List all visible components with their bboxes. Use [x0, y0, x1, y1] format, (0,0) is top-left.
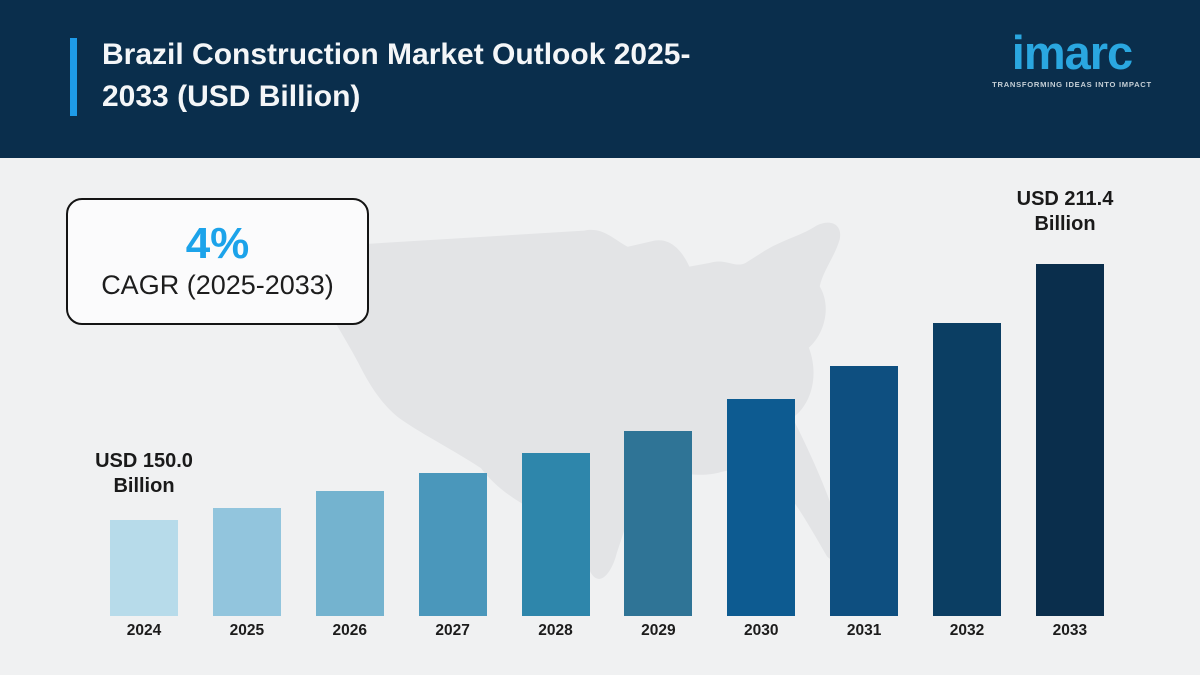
x-axis-label-2030: 2030 [744, 622, 779, 639]
x-axis-label-2033: 2033 [1052, 622, 1088, 639]
usa-map-watermark-icon [314, 222, 842, 579]
chart-column-2026: 2026 [315, 491, 384, 639]
last-bar-value-line1: USD 211.4 [1016, 188, 1114, 210]
last-bar-value-label: USD 211.4 Billion [985, 187, 1145, 237]
chart-column-2033: 2033 [1035, 264, 1104, 639]
x-axis-label-2031: 2031 [846, 622, 882, 639]
chart-column-2027: 2027 [418, 473, 487, 639]
cagr-label: CAGR (2025-2033) [101, 270, 334, 301]
chart-column-2024: 2024 [110, 520, 178, 639]
x-axis-label-2029: 2029 [641, 622, 676, 639]
bar-2028 [521, 453, 590, 616]
cagr-badge: 4% CAGR (2025-2033) [66, 198, 369, 325]
first-bar-value-line1: USD 150.0 [95, 450, 193, 472]
x-axis-label-2028: 2028 [538, 622, 573, 639]
cagr-value: 4% [185, 219, 250, 269]
bar-2033 [1035, 264, 1104, 616]
bar-2032 [933, 323, 1001, 616]
bar-2029 [624, 431, 693, 616]
first-bar-value-line2: Billion [113, 475, 175, 497]
imarc-logo-tagline: TRANSFORMING IDEAS INTO IMPACT [992, 80, 1152, 90]
title-accent-bar [70, 38, 77, 116]
bar-2025 [212, 508, 281, 616]
bar-chart: 2024 2025 2026 2027 2028 2029 2030 2031 2032 2033 [110, 264, 1104, 639]
imarc-logo: imarc TRANSFORMING IDEAS INTO IMPACT [982, 26, 1162, 90]
chart-column-2025: 2025 [212, 508, 281, 639]
page-title-line2: 2033 (USD Billion) [102, 80, 361, 113]
chart-column-2030: 2030 [727, 399, 796, 639]
last-bar-value-line2: Billion [1034, 213, 1096, 235]
header: Brazil Construction Market Outlook 2025-… [0, 0, 1200, 158]
first-bar-value-label: USD 150.0 Billion [64, 449, 224, 499]
bar-2026 [315, 491, 384, 616]
x-axis-label-2025: 2025 [229, 622, 265, 639]
page-title: Brazil Construction Market Outlook 2025-… [102, 34, 690, 118]
bar-2024 [110, 520, 178, 616]
x-axis-label-2024: 2024 [126, 622, 162, 639]
page-title-line1: Brazil Construction Market Outlook 2025- [102, 38, 691, 71]
chart-column-2032: 2032 [933, 323, 1001, 639]
bar-2027 [418, 473, 487, 616]
chart-column-2031: 2031 [830, 366, 899, 639]
x-axis-label-2027: 2027 [435, 622, 470, 639]
bar-2031 [830, 366, 899, 616]
chart-area: 4% CAGR (2025-2033) USD 150.0 Billion US… [0, 158, 1200, 675]
chart-column-2028: 2028 [521, 453, 590, 639]
x-axis-label-2026: 2026 [332, 622, 367, 639]
imarc-logo-wordmark: imarc [1011, 26, 1133, 79]
chart-column-2029: 2029 [624, 431, 693, 639]
bar-2030 [727, 399, 796, 616]
x-axis-label-2032: 2032 [949, 622, 985, 639]
